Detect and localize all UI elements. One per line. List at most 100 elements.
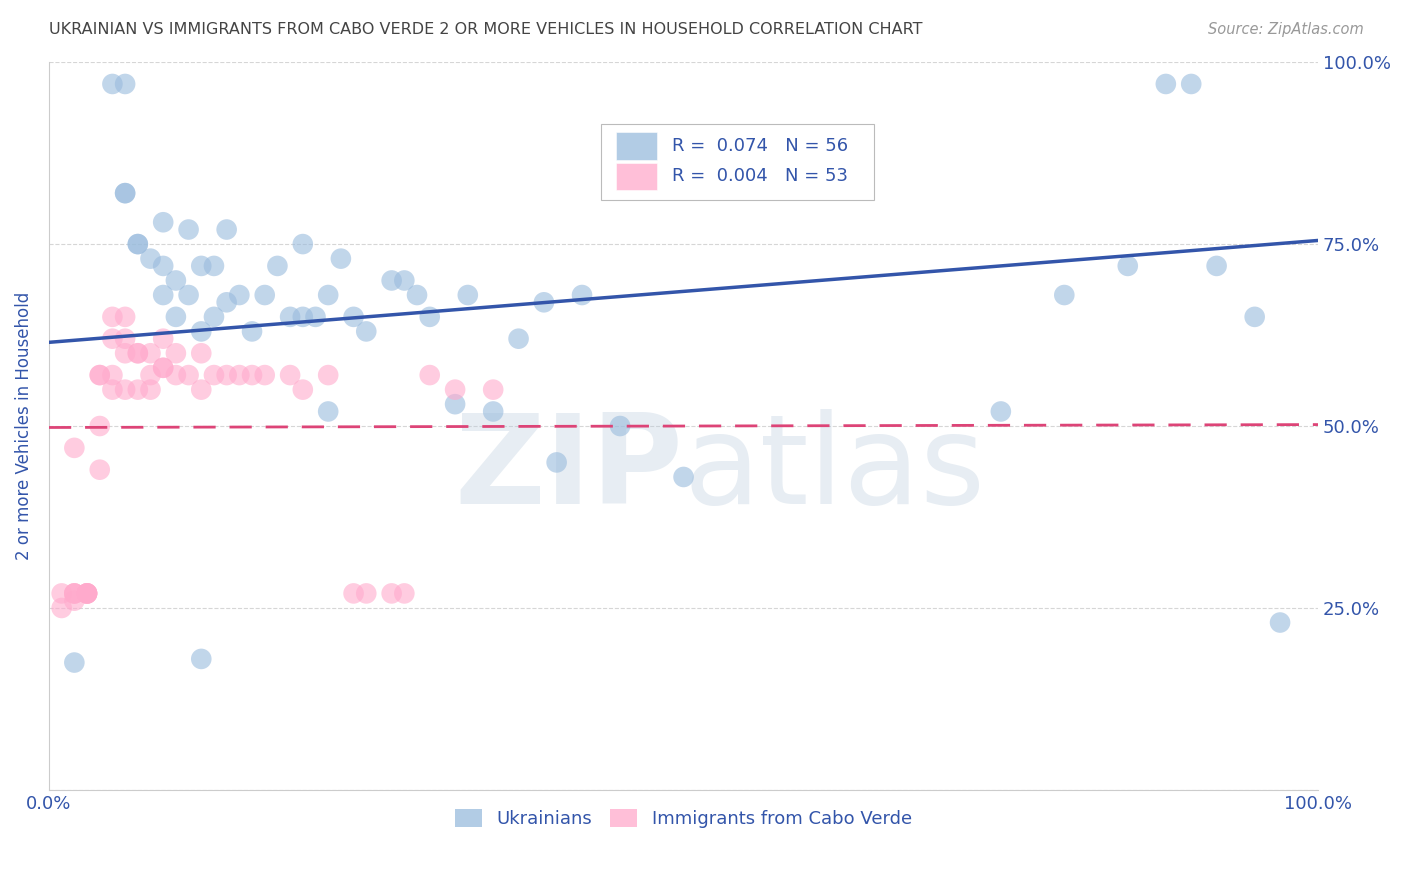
- Point: [571, 288, 593, 302]
- Point: [381, 273, 404, 287]
- Point: [533, 295, 555, 310]
- Point: [165, 346, 187, 360]
- Point: [127, 237, 149, 252]
- Point: [177, 222, 200, 236]
- Point: [316, 404, 339, 418]
- Point: [1180, 77, 1202, 91]
- Point: [546, 455, 568, 469]
- Point: [457, 288, 479, 302]
- Point: [202, 259, 225, 273]
- Point: [63, 656, 86, 670]
- Legend: Ukrainians, Immigrants from Cabo Verde: Ukrainians, Immigrants from Cabo Verde: [449, 802, 920, 836]
- Point: [101, 310, 124, 324]
- Point: [127, 237, 149, 252]
- Point: [165, 273, 187, 287]
- Point: [177, 368, 200, 382]
- Point: [1116, 259, 1139, 273]
- Text: R =  0.074   N = 56: R = 0.074 N = 56: [672, 136, 848, 155]
- Point: [482, 383, 505, 397]
- Point: [89, 368, 111, 382]
- Point: [114, 310, 136, 324]
- Text: ZIP: ZIP: [454, 409, 683, 530]
- Point: [89, 368, 111, 382]
- Point: [1268, 615, 1291, 630]
- FancyBboxPatch shape: [600, 124, 875, 201]
- Point: [114, 332, 136, 346]
- Point: [342, 586, 364, 600]
- Point: [63, 441, 86, 455]
- Point: [1243, 310, 1265, 324]
- Point: [63, 586, 86, 600]
- Point: [76, 586, 98, 600]
- Point: [152, 332, 174, 346]
- Point: [215, 368, 238, 382]
- Point: [114, 186, 136, 201]
- Point: [672, 470, 695, 484]
- Point: [101, 77, 124, 91]
- Point: [190, 383, 212, 397]
- Point: [63, 586, 86, 600]
- Point: [202, 310, 225, 324]
- Point: [228, 368, 250, 382]
- Point: [291, 237, 314, 252]
- Point: [291, 310, 314, 324]
- Point: [406, 288, 429, 302]
- Point: [76, 586, 98, 600]
- FancyBboxPatch shape: [616, 162, 657, 190]
- Point: [291, 383, 314, 397]
- Point: [76, 586, 98, 600]
- Point: [101, 332, 124, 346]
- Point: [139, 346, 162, 360]
- Point: [139, 252, 162, 266]
- Point: [381, 586, 404, 600]
- Point: [63, 586, 86, 600]
- Point: [165, 310, 187, 324]
- Point: [152, 288, 174, 302]
- Point: [127, 383, 149, 397]
- Text: R =  0.004   N = 53: R = 0.004 N = 53: [672, 168, 848, 186]
- Point: [190, 346, 212, 360]
- Point: [444, 397, 467, 411]
- Point: [329, 252, 352, 266]
- Point: [139, 368, 162, 382]
- Point: [202, 368, 225, 382]
- Point: [114, 77, 136, 91]
- Point: [76, 586, 98, 600]
- Point: [444, 383, 467, 397]
- Point: [508, 332, 530, 346]
- Point: [253, 368, 276, 382]
- Point: [1053, 288, 1076, 302]
- Point: [356, 325, 378, 339]
- Point: [316, 288, 339, 302]
- Point: [101, 383, 124, 397]
- Point: [1154, 77, 1177, 91]
- Point: [190, 325, 212, 339]
- Point: [394, 273, 416, 287]
- Point: [89, 419, 111, 434]
- Point: [482, 404, 505, 418]
- Point: [165, 368, 187, 382]
- Point: [316, 368, 339, 382]
- Point: [304, 310, 326, 324]
- Point: [114, 383, 136, 397]
- Point: [609, 419, 631, 434]
- Point: [394, 586, 416, 600]
- Point: [342, 310, 364, 324]
- FancyBboxPatch shape: [616, 132, 657, 160]
- Point: [990, 404, 1012, 418]
- Point: [419, 368, 441, 382]
- Point: [76, 586, 98, 600]
- Point: [177, 288, 200, 302]
- Point: [101, 368, 124, 382]
- Point: [114, 186, 136, 201]
- Point: [51, 586, 73, 600]
- Point: [266, 259, 288, 273]
- Text: atlas: atlas: [683, 409, 986, 530]
- Point: [190, 652, 212, 666]
- Point: [240, 368, 263, 382]
- Point: [89, 463, 111, 477]
- Point: [278, 310, 301, 324]
- Point: [1205, 259, 1227, 273]
- Point: [127, 346, 149, 360]
- Point: [419, 310, 441, 324]
